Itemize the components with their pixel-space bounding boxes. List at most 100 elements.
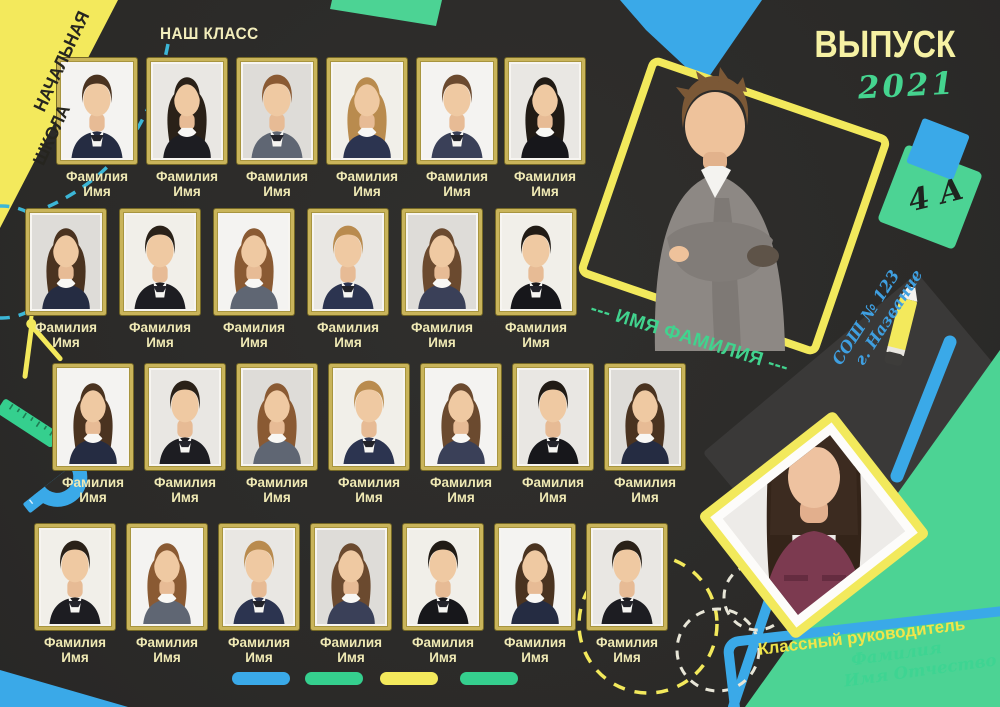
student-name-label: Фамилия Имя — [137, 169, 237, 199]
student-surname: Фамилия — [316, 320, 380, 335]
student-name-label: Фамилия Имя — [301, 635, 401, 665]
student-firstname: Имя — [83, 184, 111, 199]
student-card: Фамилия Имя — [127, 524, 207, 676]
student-name-label: Фамилия Имя — [110, 320, 210, 350]
student-surname: Фамилия — [410, 320, 474, 335]
student-card: Фамилия Имя — [505, 58, 585, 210]
featured-student-photo — [615, 46, 860, 351]
student-surname: Фамилия — [61, 475, 125, 490]
grid-title: НАШ КЛАСС — [160, 24, 259, 43]
student-photo — [409, 530, 477, 624]
student-firstname: Имя — [522, 335, 550, 350]
student-surname: Фамилия — [337, 475, 401, 490]
student-photo — [593, 530, 661, 624]
student-photo — [408, 215, 476, 309]
student-name-label: Фамилия Имя — [393, 635, 493, 665]
student-name-label: Фамилия Имя — [485, 635, 585, 665]
student-firstname: Имя — [428, 335, 456, 350]
student-card: Фамилия Имя — [496, 209, 576, 361]
student-photo-frame — [417, 58, 497, 164]
student-name-label: Фамилия Имя — [47, 169, 147, 199]
student-photo-frame — [513, 364, 593, 470]
student-surname: Фамилия — [319, 635, 383, 650]
student-firstname: Имя — [631, 490, 659, 505]
student-photo-frame — [145, 364, 225, 470]
student-firstname: Имя — [146, 335, 174, 350]
student-card: Фамилия Имя — [237, 364, 317, 516]
teacher-photo — [722, 435, 906, 615]
student-photo — [151, 370, 219, 464]
student-surname: Фамилия — [521, 475, 585, 490]
student-firstname: Имя — [61, 650, 89, 665]
student-surname: Фамилия — [411, 635, 475, 650]
student-photo — [243, 64, 311, 158]
ruler-icon — [0, 399, 60, 448]
student-surname: Фамилия — [425, 169, 489, 184]
student-photo-frame — [219, 524, 299, 630]
student-card: Фамилия Имя — [35, 524, 115, 676]
student-firstname: Имя — [171, 490, 199, 505]
student-card: Фамилия Имя — [421, 364, 501, 516]
student-firstname: Имя — [153, 650, 181, 665]
student-firstname: Имя — [443, 184, 471, 199]
student-card: Фамилия Имя — [327, 58, 407, 210]
top-green-shape — [330, 0, 442, 26]
student-photo-frame — [214, 209, 294, 315]
student-surname: Фамилия — [595, 635, 659, 650]
student-photo — [126, 215, 194, 309]
student-name-label: Фамилия Имя — [411, 475, 511, 505]
student-firstname: Имя — [334, 335, 362, 350]
student-photo — [243, 370, 311, 464]
student-card: Фамилия Имя — [53, 364, 133, 516]
student-surname: Фамилия — [245, 169, 309, 184]
student-surname: Фамилия — [335, 169, 399, 184]
student-name-label: Фамилия Имя — [135, 475, 235, 505]
student-firstname: Имя — [263, 490, 291, 505]
student-photo-frame — [26, 209, 106, 315]
student-firstname: Имя — [52, 335, 80, 350]
student-name-label: Фамилия Имя — [495, 169, 595, 199]
student-photo-frame — [587, 524, 667, 630]
student-photo-frame — [402, 209, 482, 315]
student-card: Фамилия Имя — [403, 524, 483, 676]
release-year: 2021 — [856, 65, 958, 107]
student-firstname: Имя — [447, 490, 475, 505]
student-card: Фамилия Имя — [495, 524, 575, 676]
student-card: Фамилия Имя — [120, 209, 200, 361]
student-name-label: Фамилия Имя — [227, 475, 327, 505]
student-firstname: Имя — [521, 650, 549, 665]
student-photo — [335, 370, 403, 464]
student-card: Фамилия Имя — [147, 58, 227, 210]
student-surname: Фамилия — [503, 635, 567, 650]
student-firstname: Имя — [263, 184, 291, 199]
student-photo-frame — [311, 524, 391, 630]
student-firstname: Имя — [539, 490, 567, 505]
student-surname: Фамилия — [135, 635, 199, 650]
student-surname: Фамилия — [43, 635, 107, 650]
student-photo-frame — [496, 209, 576, 315]
student-name-label: Фамилия Имя — [298, 320, 398, 350]
student-photo-frame — [605, 364, 685, 470]
student-firstname: Имя — [613, 650, 641, 665]
student-card: Фамилия Имя — [145, 364, 225, 516]
student-photo-frame — [403, 524, 483, 630]
student-name-label: Фамилия Имя — [595, 475, 695, 505]
student-photo — [153, 64, 221, 158]
student-firstname: Имя — [173, 184, 201, 199]
student-photo — [423, 64, 491, 158]
student-surname: Фамилия — [504, 320, 568, 335]
student-card: Фамилия Имя — [417, 58, 497, 210]
student-photo-frame — [308, 209, 388, 315]
student-name-label: Фамилия Имя — [43, 475, 143, 505]
student-card: Фамилия Имя — [329, 364, 409, 516]
student-photo — [611, 370, 679, 464]
student-firstname: Имя — [429, 650, 457, 665]
student-firstname: Имя — [337, 650, 365, 665]
student-photo — [314, 215, 382, 309]
student-name-label: Фамилия Имя — [16, 320, 116, 350]
student-firstname: Имя — [355, 490, 383, 505]
student-name-label: Фамилия Имя — [317, 169, 417, 199]
student-photo-frame — [53, 364, 133, 470]
student-surname: Фамилия — [513, 169, 577, 184]
